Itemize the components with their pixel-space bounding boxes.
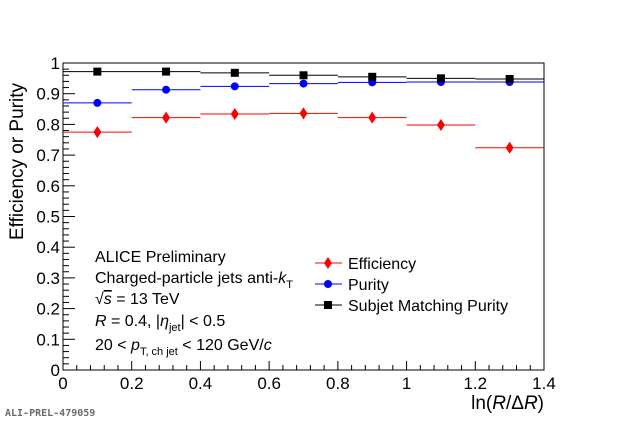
data-point-square	[162, 67, 171, 76]
y-tick-label: 1	[51, 54, 60, 73]
legend-label: Purity	[348, 277, 389, 294]
data-point-diamond	[93, 126, 102, 139]
y-tick-label: 0.7	[36, 146, 60, 165]
y-tick-label: 0.1	[36, 330, 60, 349]
data-point-square	[368, 72, 377, 81]
x-tick-label: 1	[402, 374, 411, 393]
legend-marker-circle	[324, 280, 332, 288]
y-tick-label: 0	[51, 361, 60, 380]
x-tick-label: 1.2	[463, 374, 487, 393]
series-circle	[63, 78, 544, 107]
x-tick-label: 0.8	[326, 374, 350, 393]
data-point-square	[299, 71, 308, 80]
x-tick-label: 0.2	[120, 374, 144, 393]
data-point-square	[230, 68, 239, 77]
data-point-circle	[299, 79, 308, 88]
legend-marker-diamond	[324, 257, 332, 269]
y-tick-label: 0.6	[36, 177, 60, 196]
legend: Efficiency Purity Subjet Matching Purity	[315, 256, 508, 315]
legend-label: Subjet Matching Purity	[348, 298, 508, 315]
x-tick-label: 1.4	[532, 374, 556, 393]
data-point-diamond	[299, 107, 308, 120]
x-axis-ticks: 0 0.2 0.4 0.6 0.8 1 1.2 1.4	[58, 361, 556, 393]
x-tick-label: 0.4	[189, 374, 213, 393]
data-point-circle	[162, 85, 171, 94]
data-point-diamond	[505, 141, 514, 154]
data-point-diamond	[368, 111, 377, 124]
annotation-pt-range: 20 < pT, ch jet < 120 GeV/c	[95, 337, 272, 358]
y-tick-label: 0.3	[36, 269, 60, 288]
x-axis-title: ln(R/ΔR)	[471, 393, 544, 414]
y-axis-ticks: 0 0.1 0.2 0.3 0.4 0.5 0.6 0.7 0.8 0.9 1	[36, 54, 75, 380]
data-point-circle	[230, 82, 239, 91]
data-point-square	[505, 74, 514, 83]
data-point-diamond	[162, 111, 171, 124]
annotation-block: ALICE Preliminary Charged-particle jets …	[95, 249, 293, 358]
series-square	[63, 67, 544, 83]
y-tick-label: 0.4	[36, 238, 60, 257]
y-axis-title: Efficiency or Purity	[7, 83, 28, 240]
y-tick-label: 0.5	[36, 208, 60, 227]
y-tick-label: 0.9	[36, 85, 60, 104]
annotation-experiment: ALICE Preliminary	[95, 249, 226, 266]
data-point-diamond	[436, 119, 445, 132]
footer-label: ALI-PREL-479059	[5, 408, 95, 419]
annotation-jet-type: Charged-particle jets anti-kT	[95, 270, 293, 291]
series-diamond	[63, 107, 544, 154]
annotation-radius: R = 0.4, |ηjet| < 0.5	[95, 313, 225, 334]
y-tick-label: 0.2	[36, 300, 60, 319]
x-tick-label: 0	[58, 374, 67, 393]
annotation-energy: √s = 13 TeV	[95, 291, 180, 308]
series-layer	[63, 67, 544, 154]
data-point-square	[436, 74, 445, 83]
y-tick-label: 0.8	[36, 115, 60, 134]
data-point-square	[93, 67, 102, 76]
legend-label: Efficiency	[348, 256, 416, 273]
data-point-circle	[93, 98, 102, 107]
x-tick-label: 0.6	[257, 374, 281, 393]
data-point-diamond	[230, 107, 239, 120]
legend-marker-square	[324, 301, 332, 309]
